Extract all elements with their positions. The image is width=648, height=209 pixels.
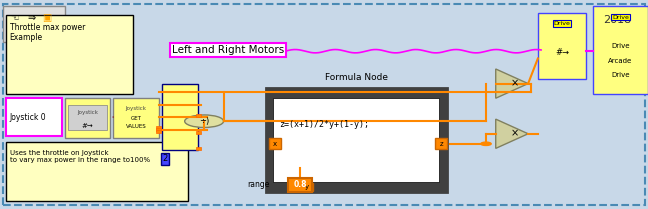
FancyBboxPatch shape	[196, 131, 201, 134]
Text: Drive: Drive	[553, 21, 571, 26]
FancyBboxPatch shape	[301, 183, 313, 191]
Text: range: range	[248, 180, 270, 190]
Text: Drive: Drive	[611, 72, 630, 78]
FancyBboxPatch shape	[266, 88, 447, 192]
FancyBboxPatch shape	[196, 114, 201, 117]
Polygon shape	[496, 69, 528, 98]
Text: Drive: Drive	[611, 43, 630, 49]
Text: Formula Node: Formula Node	[325, 73, 388, 82]
FancyBboxPatch shape	[269, 138, 281, 149]
FancyBboxPatch shape	[162, 84, 198, 150]
FancyBboxPatch shape	[113, 98, 159, 138]
Text: 0.8: 0.8	[294, 180, 307, 190]
FancyBboxPatch shape	[538, 13, 586, 79]
Text: ×: ×	[511, 129, 519, 139]
Circle shape	[185, 115, 224, 127]
FancyBboxPatch shape	[65, 98, 110, 138]
Text: Joystick: Joystick	[77, 110, 98, 115]
FancyBboxPatch shape	[6, 98, 62, 136]
FancyBboxPatch shape	[435, 138, 447, 149]
Text: Arcade: Arcade	[608, 58, 632, 64]
FancyBboxPatch shape	[6, 15, 133, 94]
Text: x: x	[273, 141, 277, 147]
Text: z=(x+1)/2*y+(1-y);: z=(x+1)/2*y+(1-y);	[279, 120, 369, 129]
Text: ×: ×	[511, 79, 519, 89]
FancyBboxPatch shape	[288, 178, 312, 192]
Text: VALUES: VALUES	[126, 124, 146, 129]
Polygon shape	[496, 119, 528, 148]
FancyBboxPatch shape	[6, 142, 188, 201]
FancyBboxPatch shape	[3, 6, 65, 42]
FancyBboxPatch shape	[156, 126, 161, 129]
Text: ▣: ▣	[42, 13, 51, 23]
Circle shape	[481, 142, 491, 145]
Text: #→: #→	[82, 123, 93, 129]
Text: ⇒: ⇒	[27, 13, 36, 23]
FancyBboxPatch shape	[68, 104, 107, 130]
Text: Joystick: Joystick	[126, 106, 146, 111]
Text: Left and Right Motors: Left and Right Motors	[172, 45, 284, 55]
Text: #→: #→	[555, 48, 569, 57]
FancyBboxPatch shape	[593, 6, 648, 94]
FancyBboxPatch shape	[156, 128, 161, 131]
Text: 2018: 2018	[603, 15, 632, 25]
Text: Joystick 0: Joystick 0	[10, 112, 47, 122]
Text: z: z	[439, 141, 443, 147]
Text: GET: GET	[131, 116, 141, 121]
FancyBboxPatch shape	[273, 98, 439, 182]
Text: ☜: ☜	[10, 13, 19, 23]
Text: Uses the throttle on Joystick
to vary max power in the range to100%: Uses the throttle on Joystick to vary ma…	[10, 150, 150, 163]
FancyBboxPatch shape	[156, 130, 161, 133]
Text: ÷): ÷)	[199, 117, 209, 126]
FancyBboxPatch shape	[196, 147, 201, 150]
Text: Drive: Drive	[612, 15, 629, 20]
Text: y: y	[305, 184, 309, 190]
Text: 2: 2	[163, 154, 168, 163]
Text: Throttle max power
Example: Throttle max power Example	[10, 23, 85, 42]
